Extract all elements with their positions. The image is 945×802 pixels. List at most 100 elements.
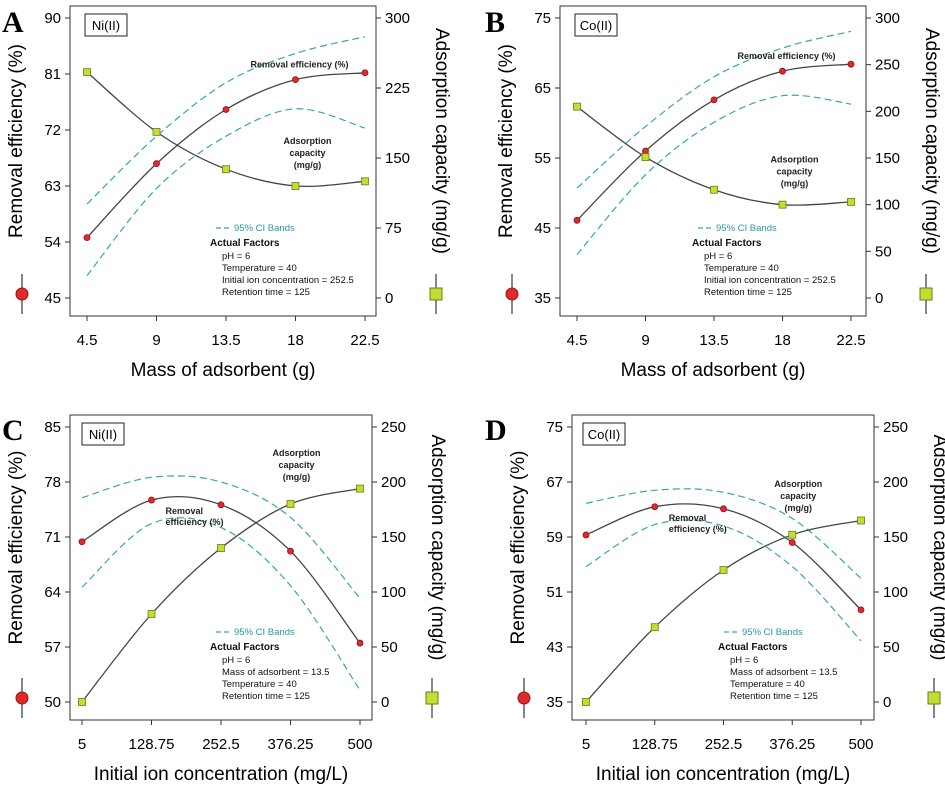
right-tick-label: 0 [381, 694, 389, 711]
chart-panel-b: B Co(II) 35 45 55 65 75 0 50 100 150 200 250 300 4.5 9 1… [485, 5, 942, 381]
x-tick-label: 18 [287, 332, 304, 349]
right-tick-label: 225 [385, 80, 410, 97]
removal-efficiency-point [361, 69, 369, 77]
right-tick-label: 250 [875, 57, 900, 74]
removal-efficiency-point [710, 96, 718, 104]
right-axis-label: Adsorption capacity (mg/g) [431, 28, 452, 254]
left-axis-label: Removal efficiency (%) [508, 451, 529, 645]
left-tick-label: 78 [44, 474, 61, 491]
factor-item: pH = 6 [222, 655, 250, 666]
left-tick-label: 35 [546, 694, 563, 711]
panel-letter: D [485, 414, 507, 447]
right-tick-label: 100 [381, 584, 406, 601]
left-axis-label: Removal efficiency (%) [6, 44, 27, 238]
factor-item: Temperature = 40 [222, 263, 297, 274]
adsorption-capacity-annotation: Adsorption [771, 155, 819, 165]
left-tick-label: 54 [44, 234, 61, 251]
x-axis-label: Initial ion concentration (mg/L) [94, 764, 349, 785]
adsorption-capacity-point [78, 698, 86, 706]
removal-efficiency-line [576, 63, 852, 221]
removal-efficiency-point [651, 503, 659, 511]
adsorption-capacity-point [222, 165, 230, 174]
left-tick-label: 55 [534, 150, 551, 167]
ci-band-lower [81, 517, 361, 691]
left-tick-label: 85 [44, 419, 61, 436]
x-axis-label: Initial ion concentration (mg/L) [596, 764, 851, 785]
adsorption-capacity-annotation: Adsorption [284, 136, 332, 146]
right-tick-label: 150 [883, 529, 908, 546]
removal-legend-marker [517, 691, 531, 705]
adsorption-capacity-point [286, 500, 295, 508]
x-tick-label: 13.5 [699, 332, 728, 349]
factor-item: pH = 6 [704, 251, 732, 262]
removal-legend-marker [505, 287, 519, 301]
right-tick-label: 100 [883, 584, 908, 601]
removal-efficiency-point [222, 106, 230, 113]
right-tick-label: 150 [381, 529, 406, 546]
panel-letter: C [2, 414, 24, 447]
adsorption-capacity-annotation: Adsorption [273, 448, 321, 458]
adsorption-capacity-point [217, 544, 225, 552]
x-axis-label: Mass of adsorbent (g) [131, 360, 316, 381]
right-tick-label: 0 [875, 290, 883, 307]
adsorption-capacity-point [147, 610, 156, 618]
ci-band-upper [576, 30, 852, 189]
factor-item: Initial ion concentration = 252.5 [704, 275, 836, 286]
left-axis-label: Removal efficiency (%) [496, 44, 517, 238]
factor-item: pH = 6 [222, 251, 250, 262]
right-tick-label: 300 [875, 10, 900, 27]
adsorption-capacity-point [152, 127, 161, 136]
factor-item: Retention time = 125 [222, 691, 310, 702]
adsorption-capacity-annotation: capacity [289, 148, 325, 158]
x-tick-label: 9 [152, 332, 160, 349]
x-tick-label: 128.75 [129, 736, 175, 753]
left-tick-label: 90 [44, 10, 61, 27]
x-tick-label: 18 [774, 332, 791, 349]
adsorption-capacity-point [582, 698, 590, 706]
adsorption-capacity-annotation: (mg/g) [294, 160, 322, 170]
metal-tag-box [84, 13, 128, 37]
right-tick-label: 0 [883, 694, 891, 711]
adsorption-capacity-annotation: capacity [776, 167, 812, 177]
removal-efficiency-point [642, 147, 649, 155]
adsorption-capacity-annotation: (mg/g) [785, 503, 813, 513]
adsorption-capacity-point [291, 182, 300, 190]
right-axis-label: Adsorption capacity (mg/g) [929, 435, 945, 661]
ci-band-upper [81, 475, 361, 599]
right-tick-label: 250 [883, 419, 908, 436]
removal-efficiency-point [153, 160, 160, 168]
left-tick-label: 51 [546, 584, 563, 601]
metal-tag-box [81, 422, 125, 446]
right-axis-label: Adsorption capacity (mg/g) [921, 28, 942, 254]
left-tick-label: 35 [534, 290, 551, 307]
left-tick-label: 72 [44, 122, 61, 139]
chart-panel-d: D Co(II) 35 43 51 59 67 75 0 50 100 150 200 250 5 128.7… [485, 414, 945, 785]
factor-item: Retention time = 125 [730, 691, 818, 702]
factor-item: Mass of adsorbent = 13.5 [222, 667, 329, 678]
right-tick-label: 75 [385, 220, 402, 237]
adsorption-capacity-annotation: (mg/g) [781, 179, 809, 189]
right-tick-label: 300 [385, 10, 410, 27]
removal-efficiency-point [857, 606, 865, 614]
removal-efficiency-point [292, 76, 299, 83]
adsorption-capacity-point [847, 197, 855, 206]
chart-panel-a: A Ni(II) 45 54 63 72 81 90 0 75 150 225 300 4.5 9 13.5 1… [2, 5, 452, 381]
ci-legend-label: 95% CI Bands [234, 223, 295, 234]
removal-efficiency-point [287, 547, 294, 555]
right-tick-label: 50 [381, 639, 398, 656]
removal-efficiency-point [779, 67, 786, 75]
x-tick-label: 376.25 [268, 736, 314, 753]
adsorption-capacity-point [857, 516, 865, 525]
x-tick-label: 5 [582, 736, 590, 753]
factor-item: Temperature = 40 [222, 679, 297, 690]
removal-legend-marker [15, 691, 29, 705]
ci-band-lower [86, 108, 366, 276]
factors-title: Actual Factors [692, 238, 762, 249]
capacity-legend-marker [425, 691, 439, 705]
left-tick-label: 43 [546, 639, 563, 656]
adsorption-capacity-point [83, 68, 91, 77]
left-tick-label: 59 [546, 529, 563, 546]
ci-band-upper [585, 488, 862, 579]
left-tick-label: 67 [546, 474, 563, 491]
right-tick-label: 50 [875, 243, 892, 260]
